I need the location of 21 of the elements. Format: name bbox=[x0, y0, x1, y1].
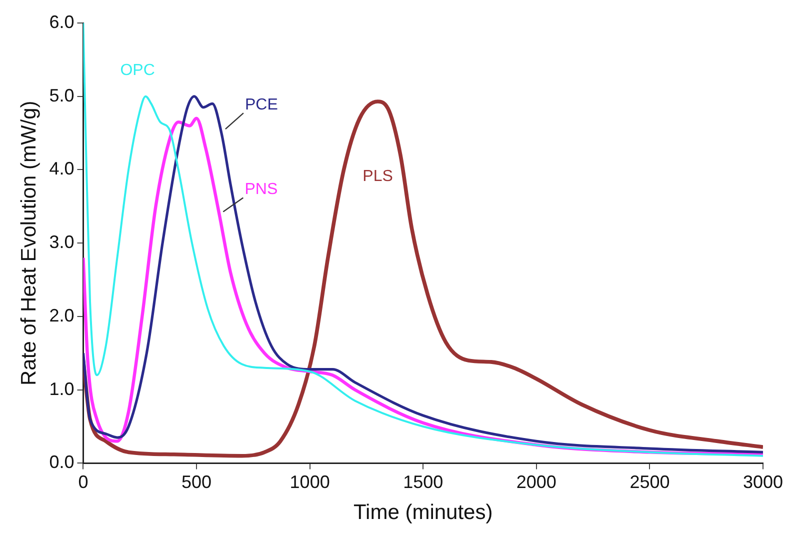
x-axis-title: Time (minutes) bbox=[353, 501, 493, 524]
y-tick-label: 5.0 bbox=[49, 85, 74, 106]
x-tick-label: 2000 bbox=[516, 472, 556, 492]
y-tick-label: 2.0 bbox=[49, 305, 74, 326]
x-tick-label: 1000 bbox=[290, 472, 330, 492]
y-tick-label: 4.0 bbox=[49, 158, 74, 179]
series-label: PLS bbox=[362, 168, 393, 185]
series-label: PCE bbox=[244, 96, 278, 114]
x-tick-label: 500 bbox=[181, 472, 212, 492]
x-tick-label: 3000 bbox=[742, 472, 784, 492]
y-axis-title: Rate of Heat Evolution (mW/g) bbox=[17, 100, 40, 386]
y-tick-label: 0.0 bbox=[49, 452, 74, 472]
y-tick-label: 6.0 bbox=[49, 12, 74, 32]
x-tick-label: 0 bbox=[78, 472, 88, 492]
x-tick-label: 2500 bbox=[630, 472, 670, 492]
x-tick-label: 1500 bbox=[403, 472, 444, 492]
line-series bbox=[83, 23, 763, 457]
series-label: OPC bbox=[120, 62, 155, 79]
y-tick-label: 3.0 bbox=[49, 232, 74, 252]
series-label: PNS bbox=[244, 181, 278, 198]
y-tick-label: 1.0 bbox=[49, 378, 74, 399]
